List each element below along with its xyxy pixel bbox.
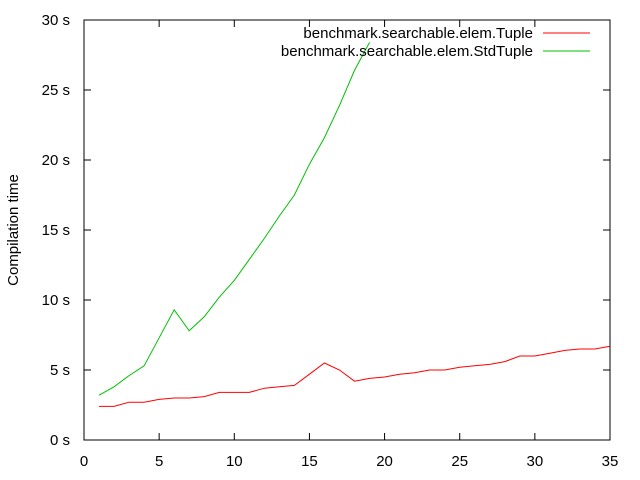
x-tick-label: 5 [155, 453, 163, 470]
plot-frame [83, 19, 611, 441]
y-axis-title: Compilation time [5, 174, 22, 286]
series-line-2 [98, 42, 370, 396]
series-layer [98, 42, 611, 407]
y-tick-label: 15 s [42, 222, 70, 239]
series-line-1 [99, 345, 611, 407]
legend-label: benchmark.searchable.elem.Tuple [303, 25, 533, 42]
legend-label: benchmark.searchable.elem.StdTuple [281, 43, 533, 60]
x-tick-label: 10 [226, 453, 243, 470]
x-tick-label: 35 [602, 453, 619, 470]
y-tick-label: 5 s [50, 362, 70, 379]
y-tick-label: 10 s [42, 292, 70, 309]
legend: benchmark.searchable.elem.Tuplebenchmark… [281, 25, 590, 60]
x-tick-label: 25 [451, 453, 468, 470]
y-tick-label: 30 s [42, 12, 70, 29]
x-axis: 0 5 10 15 20 25 30 35 [80, 20, 619, 470]
x-tick-label: 0 [80, 453, 88, 470]
y-axis: 0 s 5 s 10 s 15 s 20 s 25 s 30 s [42, 12, 610, 449]
y-tick-label: 25 s [42, 82, 70, 99]
y-tick-label: 20 s [42, 152, 70, 169]
x-tick-label: 20 [376, 453, 393, 470]
x-tick-label: 15 [301, 453, 318, 470]
y-tick-label: 0 s [50, 432, 70, 449]
x-tick-label: 30 [527, 453, 544, 470]
